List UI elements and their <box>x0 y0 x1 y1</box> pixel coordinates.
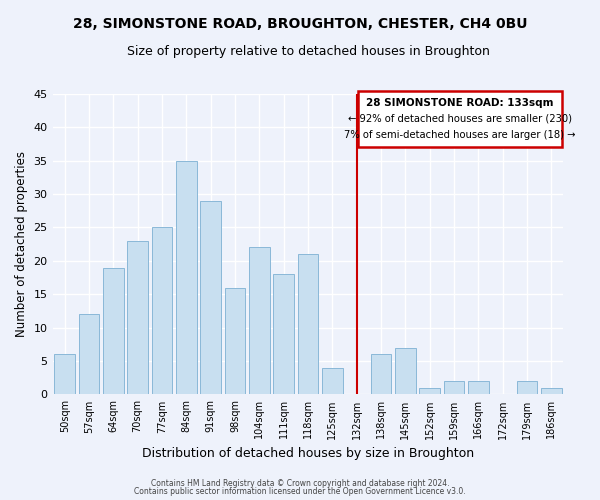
Bar <box>224 288 245 395</box>
Bar <box>79 314 100 394</box>
Bar <box>395 348 416 395</box>
Text: Contains HM Land Registry data © Crown copyright and database right 2024.: Contains HM Land Registry data © Crown c… <box>151 478 449 488</box>
Bar <box>273 274 294 394</box>
Text: 7% of semi-detached houses are larger (18) →: 7% of semi-detached houses are larger (1… <box>344 130 576 140</box>
Bar <box>200 200 221 394</box>
FancyBboxPatch shape <box>358 90 562 148</box>
Bar <box>541 388 562 394</box>
Text: 28 SIMONSTONE ROAD: 133sqm: 28 SIMONSTONE ROAD: 133sqm <box>366 98 554 108</box>
Text: 28, SIMONSTONE ROAD, BROUGHTON, CHESTER, CH4 0BU: 28, SIMONSTONE ROAD, BROUGHTON, CHESTER,… <box>73 18 527 32</box>
Bar <box>468 381 488 394</box>
Title: Size of property relative to detached houses in Broughton: Size of property relative to detached ho… <box>127 45 490 58</box>
Y-axis label: Number of detached properties: Number of detached properties <box>15 151 28 337</box>
Bar <box>152 228 172 394</box>
Bar <box>322 368 343 394</box>
Bar <box>176 160 197 394</box>
Bar <box>249 248 269 394</box>
Bar <box>103 268 124 394</box>
Bar <box>419 388 440 394</box>
Bar <box>298 254 318 394</box>
Bar <box>127 241 148 394</box>
Bar <box>443 381 464 394</box>
X-axis label: Distribution of detached houses by size in Broughton: Distribution of detached houses by size … <box>142 447 474 460</box>
Bar <box>517 381 537 394</box>
Bar <box>371 354 391 395</box>
Bar <box>55 354 75 395</box>
Text: ← 92% of detached houses are smaller (230): ← 92% of detached houses are smaller (23… <box>348 114 572 124</box>
Text: Contains public sector information licensed under the Open Government Licence v3: Contains public sector information licen… <box>134 487 466 496</box>
